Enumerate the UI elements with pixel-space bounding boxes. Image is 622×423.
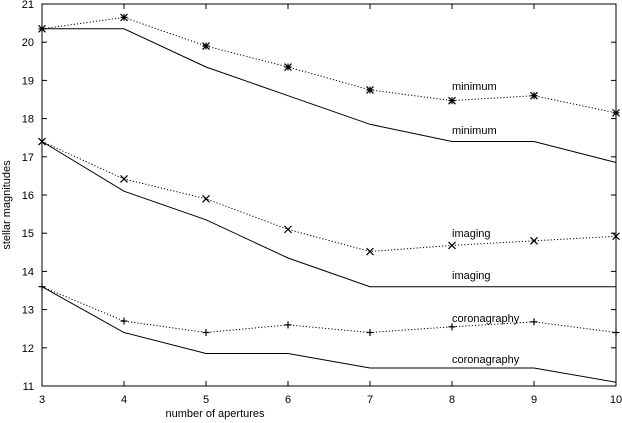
y-tick-label: 21 xyxy=(22,0,34,11)
x-tick-label: 10 xyxy=(610,394,622,406)
series-label: minimum xyxy=(452,81,497,93)
series-line-coronagraphy-solid xyxy=(41,286,617,383)
series-line-minimum-solid xyxy=(42,28,617,163)
data-point xyxy=(612,232,620,241)
data-point xyxy=(284,321,292,329)
y-axis-title: stellar magnitudes xyxy=(1,160,13,250)
data-point xyxy=(120,13,128,22)
data-point xyxy=(120,317,128,325)
series-label: coronagraphy xyxy=(452,313,520,325)
data-point xyxy=(202,329,210,337)
data-point xyxy=(202,194,210,203)
series-line-minimum-dotted xyxy=(41,16,617,114)
series-label: minimum xyxy=(452,125,497,137)
data-point xyxy=(202,42,210,50)
x-tick-label: 9 xyxy=(531,394,537,406)
x-tick-label: 6 xyxy=(285,394,291,406)
y-tick-label: 11 xyxy=(23,381,34,393)
data-point xyxy=(448,241,456,250)
x-tick-label: 4 xyxy=(121,394,127,406)
y-tick-label: 15 xyxy=(22,228,34,240)
y-tick-label: 20 xyxy=(22,37,34,49)
series-label: imaging xyxy=(452,270,491,282)
data-point xyxy=(120,175,128,183)
data-point xyxy=(366,86,374,94)
data-point xyxy=(38,283,46,291)
x-tick-label: 8 xyxy=(449,394,455,406)
axes: 3 4 5 6 7 8 9 10 11 12 13 14 15 16 17 18 19 20 21 xyxy=(22,0,622,406)
y-tick-label: 13 xyxy=(22,305,34,317)
y-tick-label: 14 xyxy=(22,266,34,278)
y-tick-label: 12 xyxy=(22,343,34,355)
labels-layer: minimum minimum imaging imaging coronagraphy… xyxy=(452,81,520,366)
data-point xyxy=(530,318,538,326)
series-label: coronagraphy xyxy=(452,354,520,366)
data-point xyxy=(448,96,456,105)
data-point xyxy=(366,247,374,256)
y-tick-label: 18 xyxy=(22,114,34,126)
data-point xyxy=(448,323,456,331)
y-tick-label: 19 xyxy=(22,75,34,87)
y-tick-label: 17 xyxy=(22,152,34,164)
data-point xyxy=(612,329,620,337)
data-point xyxy=(612,108,620,117)
y-tick-label: 16 xyxy=(22,190,34,202)
data-point xyxy=(530,91,538,100)
x-tick-label: 7 xyxy=(367,394,373,406)
x-tick-label: 3 xyxy=(39,394,45,406)
series-label: imaging xyxy=(452,228,491,240)
data-point xyxy=(366,329,374,337)
data-point xyxy=(284,225,292,234)
x-tick-label: 5 xyxy=(203,394,209,406)
data-point xyxy=(530,236,538,245)
series-line-imaging-dotted xyxy=(41,141,617,253)
data-point xyxy=(284,63,292,71)
x-axis-title: number of apertures xyxy=(165,408,265,420)
series-line-coronagraphy-dotted xyxy=(41,286,617,334)
series-layer xyxy=(38,13,620,383)
series-line-imaging-solid xyxy=(41,141,616,288)
